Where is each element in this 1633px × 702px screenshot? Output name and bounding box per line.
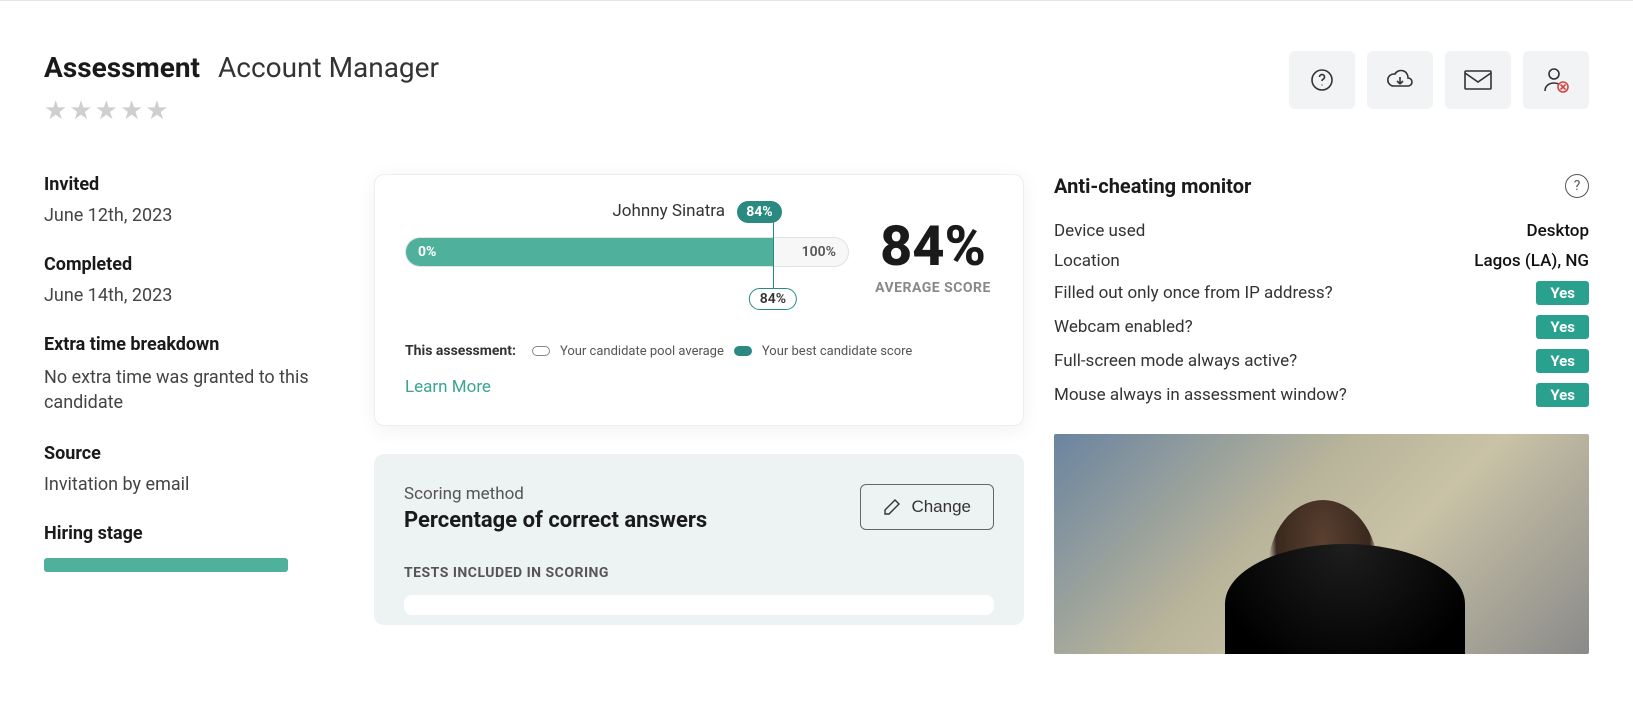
candidate-name: Johnny Sinatra <box>612 201 725 221</box>
anti-cheat-header: Anti-cheating monitor ? <box>1054 174 1589 198</box>
fullscreen-value-badge: Yes <box>1536 349 1589 373</box>
change-scoring-button[interactable]: Change <box>860 484 994 530</box>
bar-min-label: 0% <box>418 244 436 260</box>
email-icon <box>1464 70 1492 90</box>
scoring-method-block: Scoring method Percentage of correct ans… <box>404 484 707 533</box>
help-button[interactable] <box>1289 51 1355 109</box>
scoring-method-value: Percentage of correct answers <box>404 508 707 533</box>
star-icon[interactable]: ★ <box>120 98 143 124</box>
download-button[interactable] <box>1367 51 1433 109</box>
tests-included-card <box>404 595 994 615</box>
score-legend: This assessment: Your candidate pool ave… <box>405 343 993 359</box>
webcam-value-badge: Yes <box>1536 315 1589 339</box>
average-score-block: 84% AVERAGE SCORE <box>873 218 993 296</box>
source-value: Invitation by email <box>44 474 344 495</box>
anti-cheat-row: Mouse always in assessment window? Yes <box>1054 378 1589 412</box>
extra-time-value: No extra time was granted to this candid… <box>44 365 314 415</box>
right-column: Anti-cheating monitor ? Device used Desk… <box>1054 174 1589 654</box>
candidate-label: Johnny Sinatra 84% <box>475 201 919 223</box>
extra-time-label: Extra time breakdown <box>44 334 344 355</box>
webcam-label: Webcam enabled? <box>1054 317 1193 337</box>
legend-avg-icon <box>532 346 550 356</box>
location-label: Location <box>1054 251 1120 271</box>
anti-cheat-row: Device used Desktop <box>1054 216 1589 246</box>
score-row: Johnny Sinatra 84% 0% 100% 84% 84% <box>405 201 993 313</box>
star-icon[interactable]: ★ <box>44 98 67 124</box>
star-icon[interactable]: ★ <box>95 98 118 124</box>
mouse-label: Mouse always in assessment window? <box>1054 385 1347 405</box>
hiring-stage-label: Hiring stage <box>44 523 344 544</box>
score-chart: Johnny Sinatra 84% 0% 100% 84% <box>405 201 849 313</box>
remove-user-icon <box>1542 67 1570 93</box>
action-buttons <box>1289 51 1589 109</box>
anti-cheat-row: Filled out only once from IP address? Ye… <box>1054 276 1589 310</box>
mouse-value-badge: Yes <box>1536 383 1589 407</box>
legend-title: This assessment: <box>405 343 516 359</box>
hiring-stage-bar[interactable] <box>44 558 288 572</box>
fullscreen-label: Full-screen mode always active? <box>1054 351 1297 371</box>
anti-cheat-row: Location Lagos (LA), NG <box>1054 246 1589 276</box>
invited-value: June 12th, 2023 <box>44 205 344 226</box>
tests-included-heading: TESTS INCLUDED IN SCORING <box>404 565 994 581</box>
device-value: Desktop <box>1527 221 1589 241</box>
title-line: Assessment Account Manager <box>44 51 439 84</box>
webcam-snapshot[interactable] <box>1054 434 1589 654</box>
device-label: Device used <box>1054 221 1145 241</box>
average-score-label: AVERAGE SCORE <box>873 280 993 296</box>
header-row: Assessment Account Manager ★ ★ ★ ★ ★ <box>44 51 1589 124</box>
main-columns: Invited June 12th, 2023 Completed June 1… <box>44 174 1589 654</box>
candidate-score-badge: 84% <box>737 201 781 223</box>
center-column: Johnny Sinatra 84% 0% 100% 84% 84% <box>374 174 1024 625</box>
ip-label: Filled out only once from IP address? <box>1054 283 1333 303</box>
page-subtitle: Account Manager <box>218 51 439 84</box>
page-title: Assessment <box>44 51 200 84</box>
page-container: Assessment Account Manager ★ ★ ★ ★ ★ <box>0 1 1633 654</box>
anti-cheat-row: Full-screen mode always active? Yes <box>1054 344 1589 378</box>
score-marker-pill: 84% <box>749 288 797 310</box>
completed-value: June 14th, 2023 <box>44 285 344 306</box>
score-card: Johnny Sinatra 84% 0% 100% 84% 84% <box>374 174 1024 426</box>
legend-avg-label: Your candidate pool average <box>560 344 724 359</box>
remove-user-button[interactable] <box>1523 51 1589 109</box>
score-bar-fill <box>406 238 773 266</box>
scoring-card-header: Scoring method Percentage of correct ans… <box>404 484 994 533</box>
average-score-value: 84% <box>873 218 993 274</box>
pencil-icon <box>883 498 901 516</box>
completed-label: Completed <box>44 254 344 275</box>
anti-cheat-help-button[interactable]: ? <box>1565 174 1589 198</box>
learn-more-link[interactable]: Learn More <box>405 377 491 397</box>
ip-value-badge: Yes <box>1536 281 1589 305</box>
change-button-label: Change <box>911 497 971 517</box>
invited-label: Invited <box>44 174 344 195</box>
title-block: Assessment Account Manager ★ ★ ★ ★ ★ <box>44 51 439 124</box>
star-icon[interactable]: ★ <box>145 98 168 124</box>
legend-best-label: Your best candidate score <box>762 344 912 359</box>
star-icon[interactable]: ★ <box>69 98 92 124</box>
scoring-card: Scoring method Percentage of correct ans… <box>374 454 1024 625</box>
location-value: Lagos (LA), NG <box>1474 251 1589 271</box>
email-button[interactable] <box>1445 51 1511 109</box>
anti-cheat-title: Anti-cheating monitor <box>1054 174 1251 198</box>
score-bar: 0% 100% 84% <box>405 237 849 267</box>
rating-stars[interactable]: ★ ★ ★ ★ ★ <box>44 98 439 124</box>
help-icon <box>1310 68 1334 92</box>
anti-cheat-row: Webcam enabled? Yes <box>1054 310 1589 344</box>
scoring-method-label: Scoring method <box>404 484 707 504</box>
legend-best-icon <box>734 346 752 356</box>
bar-max-label: 100% <box>802 244 836 260</box>
left-column: Invited June 12th, 2023 Completed June 1… <box>44 174 344 572</box>
source-label: Source <box>44 443 344 464</box>
help-icon: ? <box>1574 178 1581 194</box>
download-cloud-icon <box>1386 68 1414 92</box>
